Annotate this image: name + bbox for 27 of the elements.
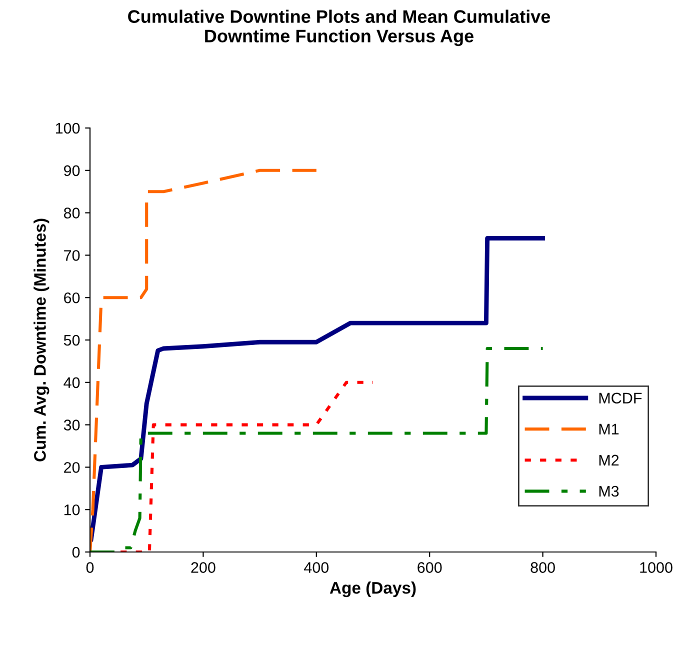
y-tick-label: 70 (64, 250, 80, 261)
y-tick-label: 80 (64, 208, 80, 218)
x-tick-label: 400 (304, 562, 329, 573)
y-tick-label: 50 (64, 334, 80, 346)
y-tick-label: 40 (64, 377, 80, 388)
chart-title: Cumulative Downtine Plots and Mean Cumulative Downtime Function Versus Age (128, 10, 550, 46)
line-series (90, 236, 546, 542)
legend-label: M3 (599, 486, 619, 497)
x-tick-label: 800 (530, 562, 555, 573)
x-tick-label: 600 (418, 562, 442, 573)
y-tick-label: 90 (64, 165, 80, 176)
legend-label: MCDF (599, 392, 642, 404)
x-tick-label: 1000 (640, 562, 672, 573)
x-tick-label: 0 (86, 562, 94, 573)
y-tick-label: 10 (64, 504, 80, 516)
x-tick-label: 200 (191, 562, 216, 573)
line-series (90, 346, 544, 552)
y-tick-label: 0 (72, 546, 80, 558)
y-axis-title: Cum. Avg. Downtime (Minutes) (34, 218, 50, 462)
y-tick-label: 30 (64, 420, 80, 430)
line-series (90, 168, 318, 552)
legend-label: M1 (599, 424, 619, 434)
legend-label: M2 (599, 454, 619, 466)
y-tick-label: 20 (64, 462, 80, 473)
y-tick-label: 60 (64, 292, 80, 304)
x-axis-title: Age (Days) (330, 582, 416, 598)
y-tick-label: 100 (56, 122, 80, 134)
